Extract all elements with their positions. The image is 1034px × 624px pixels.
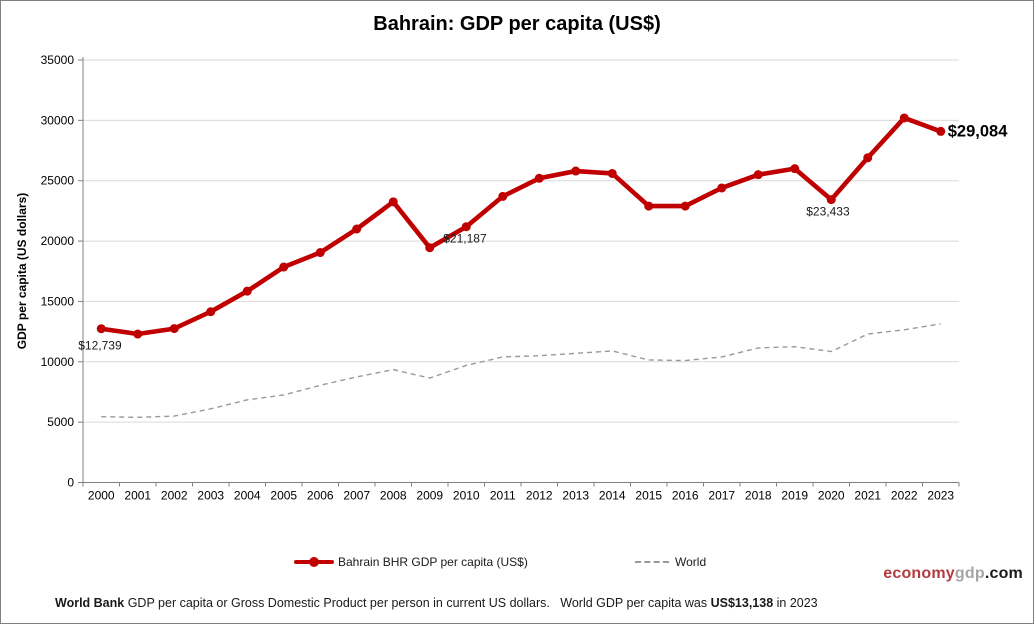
x-tick-label: 2023 [927,489,954,503]
y-tick-label: 20000 [41,234,75,248]
data-point-marker [607,168,617,178]
legend-item-bahrain: Bahrain BHR GDP per capita (US$) [294,555,528,569]
x-tick-label: 2017 [708,489,735,503]
x-tick-label: 2013 [562,489,589,503]
bahrain-line-sample-icon [294,557,334,567]
data-point-marker [899,113,909,123]
footnote-description: GDP per capita or Gross Domestic Product… [124,596,711,610]
y-tick-label: 10000 [41,355,75,369]
data-point-marker [498,191,508,201]
chart-title: Bahrain: GDP per capita (US$) [373,13,661,35]
x-tick-label: 2020 [818,489,845,503]
x-tick-label: 2006 [307,489,334,503]
x-tick-label: 2001 [124,489,151,503]
bahrain-marker-icon [309,557,319,567]
data-point-marker [206,307,216,317]
x-tick-label: 2004 [234,489,261,503]
x-tick-label: 2019 [781,489,808,503]
data-point-marker [936,126,946,136]
data-point-marker [425,243,435,253]
data-point-marker [242,286,252,296]
logo-gdp: gdp [954,565,985,582]
x-tick-label: 2005 [270,489,297,503]
y-tick-label: 0 [67,476,74,490]
y-tick-label: 25000 [41,174,75,188]
logo-economy: economy [883,565,955,582]
legend-label-world: World [675,555,707,569]
x-tick-label: 2021 [854,489,881,503]
x-tick-label: 2014 [599,489,626,503]
data-point-marker [279,262,289,272]
data-point-marker [571,166,581,176]
y-tick-label: 30000 [41,113,75,127]
y-tick-label: 35000 [41,53,75,67]
x-tick-label: 2009 [416,489,443,503]
data-point-marker [315,248,325,258]
data-point-marker [534,173,544,183]
data-point-marker [863,153,873,163]
world-line-sample-icon [635,561,669,563]
value-label: $29,084 [948,122,1008,140]
value-label: $23,433 [806,204,850,218]
data-point-marker [717,183,727,193]
footnote-world-value: US$13,138 [710,596,774,610]
data-point-marker [388,197,398,207]
y-tick-label: 15000 [41,294,75,308]
series-line-bahrain [98,115,944,337]
footnote: World Bank GDP per capita or Gross Domes… [55,596,818,610]
x-tick-label: 2011 [490,489,516,503]
data-point-marker [169,324,179,334]
data-point-marker [644,201,654,211]
footnote-suffix: in 2023 [773,596,818,610]
x-tick-label: 2002 [161,489,188,503]
x-tick-label: 2018 [745,489,772,503]
x-tick-label: 2012 [526,489,553,503]
logo-com: .com [984,565,1023,582]
x-tick-label: 2003 [197,489,224,503]
value-label: $12,739 [78,339,122,353]
x-tick-label: 2010 [453,489,480,503]
legend-label-bahrain: Bahrain BHR GDP per capita (US$) [338,555,528,569]
y-tick-label: 5000 [47,415,74,429]
data-point-marker [790,164,800,174]
x-tick-label: 2000 [88,489,115,503]
x-tick-label: 2016 [672,489,699,503]
data-point-marker [461,222,471,232]
site-logo: economygdp.com [883,565,1023,583]
data-point-marker [753,170,763,180]
footnote-source: World Bank [55,596,125,610]
legend-item-world: World [635,555,706,569]
data-point-marker [826,195,836,205]
x-tick-label: 2007 [343,489,370,503]
data-point-marker [352,224,362,234]
x-tick-label: 2015 [635,489,662,503]
data-point-marker [133,329,143,339]
x-tick-label: 2008 [380,489,407,503]
x-tick-label: 2022 [891,489,918,503]
data-point-marker [680,201,690,211]
series-line-world [101,323,941,419]
value-label: $21,187 [443,232,487,246]
data-point-marker [96,324,106,334]
